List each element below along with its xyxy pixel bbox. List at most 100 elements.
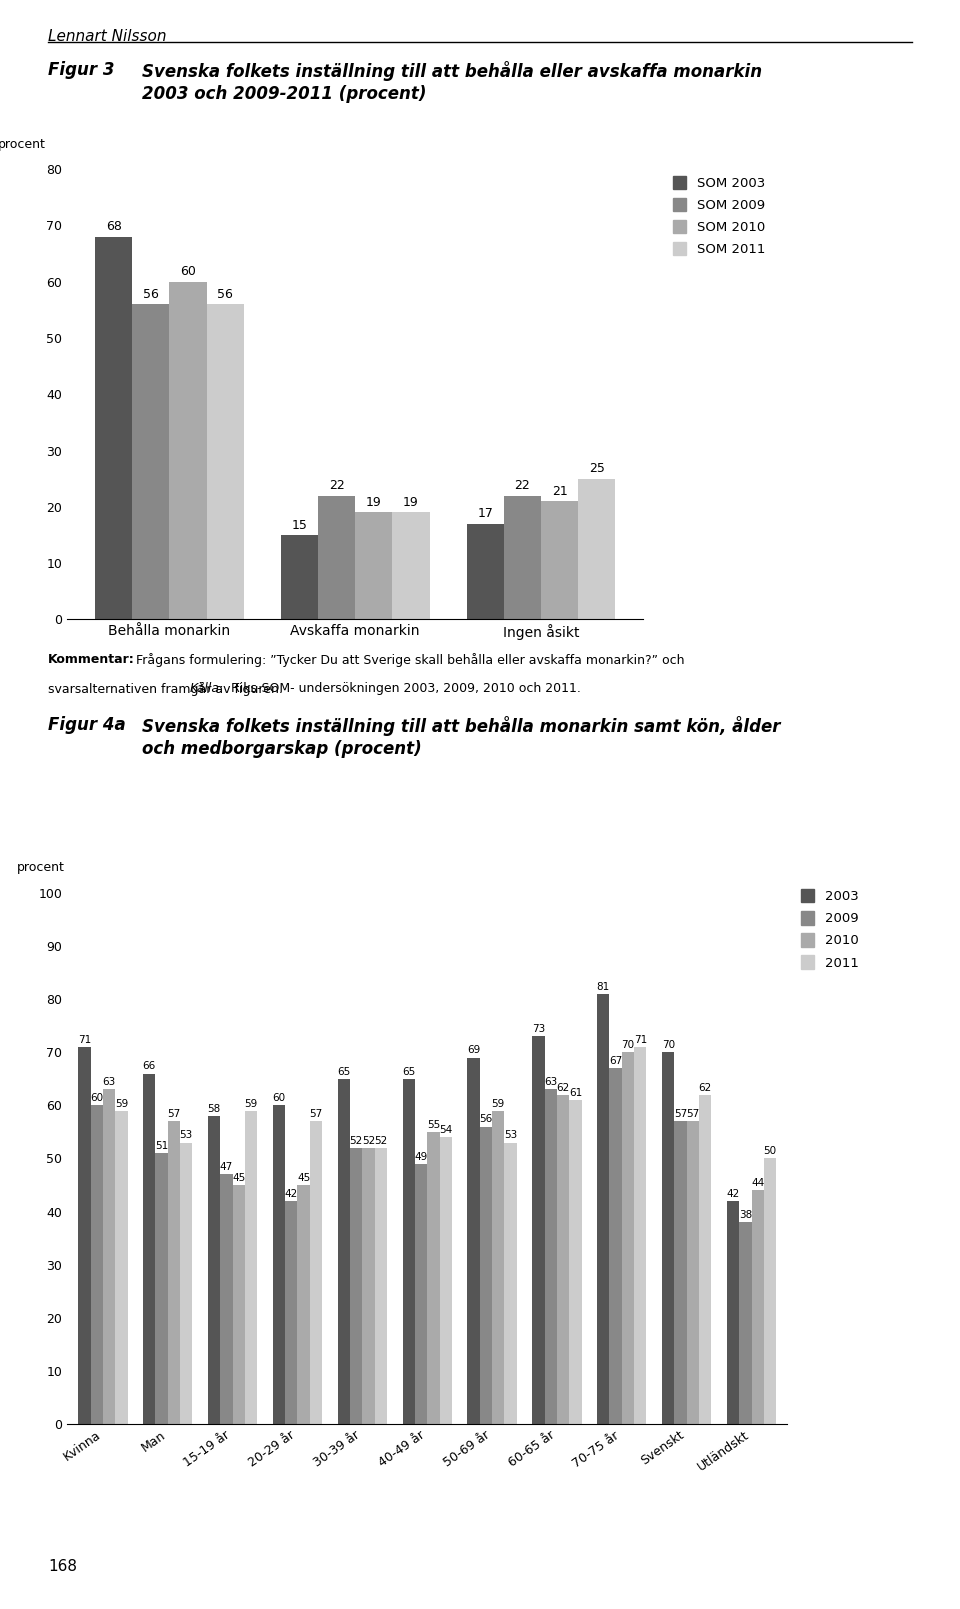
Bar <box>415 1163 427 1424</box>
Text: 71: 71 <box>634 1035 647 1044</box>
Text: Källa:: Källa: <box>190 682 225 695</box>
Bar <box>544 1089 557 1424</box>
Legend: SOM 2003, SOM 2009, SOM 2010, SOM 2011: SOM 2003, SOM 2009, SOM 2010, SOM 2011 <box>673 175 765 256</box>
Bar <box>699 1094 711 1424</box>
Text: 50: 50 <box>763 1146 777 1157</box>
Bar <box>504 1142 516 1424</box>
Bar <box>686 1121 699 1424</box>
Text: 55: 55 <box>427 1120 440 1130</box>
Text: 56: 56 <box>479 1115 492 1125</box>
Bar <box>393 512 429 619</box>
Text: svarsalternativen framgår av figuren.: svarsalternativen framgår av figuren. <box>48 682 287 697</box>
Text: Figur 4a: Figur 4a <box>48 716 126 734</box>
Bar <box>492 1110 504 1424</box>
Bar <box>168 1121 180 1424</box>
Bar <box>355 512 393 619</box>
Bar <box>310 1121 323 1424</box>
Bar <box>90 1105 103 1424</box>
Text: 19: 19 <box>366 496 382 508</box>
Bar <box>132 304 169 619</box>
Text: 44: 44 <box>751 1178 764 1187</box>
Bar <box>610 1068 622 1424</box>
Text: 52: 52 <box>349 1136 363 1146</box>
Bar <box>245 1110 257 1424</box>
Bar <box>95 237 132 619</box>
Bar <box>362 1147 374 1424</box>
Bar <box>532 1036 544 1424</box>
Text: 53: 53 <box>504 1131 517 1141</box>
Text: Kommentar:: Kommentar: <box>48 653 134 666</box>
Text: 22: 22 <box>328 479 345 492</box>
Bar <box>662 1052 674 1424</box>
Text: 56: 56 <box>143 288 158 301</box>
Text: 49: 49 <box>415 1152 427 1162</box>
Bar <box>622 1052 635 1424</box>
Text: 59: 59 <box>245 1099 257 1109</box>
Text: 59: 59 <box>492 1099 505 1109</box>
Text: 60: 60 <box>90 1093 104 1104</box>
Bar <box>468 1057 480 1424</box>
Bar <box>480 1126 492 1424</box>
Bar <box>752 1191 764 1424</box>
Text: Svenska folkets inställning till att behålla eller avskaffa monarkin
2003 och 20: Svenska folkets inställning till att beh… <box>142 61 762 103</box>
Bar <box>232 1184 245 1424</box>
Text: 42: 42 <box>727 1189 739 1199</box>
Text: Frågans formulering: ”Tycker Du att Sverige skall behålla eller avskaffa monarki: Frågans formulering: ”Tycker Du att Sver… <box>132 653 685 668</box>
Text: 45: 45 <box>297 1173 310 1183</box>
Text: 22: 22 <box>515 479 530 492</box>
Bar <box>285 1200 298 1424</box>
Text: 52: 52 <box>362 1136 375 1146</box>
Text: 62: 62 <box>699 1083 711 1093</box>
Text: 25: 25 <box>588 462 605 475</box>
Text: 67: 67 <box>609 1056 622 1067</box>
Text: 61: 61 <box>568 1088 582 1097</box>
Text: 21: 21 <box>552 484 567 497</box>
Bar <box>541 502 578 619</box>
Text: 68: 68 <box>106 220 122 233</box>
Text: 65: 65 <box>337 1067 350 1076</box>
Bar <box>115 1110 128 1424</box>
Bar <box>103 1089 115 1424</box>
Text: 47: 47 <box>220 1162 233 1173</box>
Bar <box>143 1073 156 1424</box>
Text: 65: 65 <box>402 1067 416 1076</box>
Bar <box>169 282 206 619</box>
Bar <box>597 994 610 1424</box>
Bar <box>338 1078 350 1424</box>
Text: 42: 42 <box>285 1189 298 1199</box>
Text: 57: 57 <box>686 1109 700 1120</box>
Bar <box>220 1175 232 1424</box>
Text: 69: 69 <box>467 1046 480 1056</box>
Text: 15: 15 <box>292 518 307 531</box>
Text: 53: 53 <box>180 1131 193 1141</box>
Bar <box>635 1047 646 1424</box>
Bar <box>206 304 244 619</box>
Bar <box>281 536 318 619</box>
Text: 57: 57 <box>674 1109 687 1120</box>
Text: 17: 17 <box>477 507 493 520</box>
Bar <box>156 1154 168 1424</box>
Text: 60: 60 <box>273 1093 285 1104</box>
Text: 51: 51 <box>155 1141 168 1150</box>
Text: 60: 60 <box>180 265 196 278</box>
Text: 38: 38 <box>739 1210 752 1220</box>
Text: 19: 19 <box>403 496 419 508</box>
Bar <box>727 1200 739 1424</box>
Text: Svenska folkets inställning till att behålla monarkin samt kön, ålder
och medbor: Svenska folkets inställning till att beh… <box>142 716 780 758</box>
Bar <box>504 496 541 619</box>
Text: 54: 54 <box>439 1125 452 1134</box>
Bar <box>78 1047 90 1424</box>
Bar <box>569 1101 582 1424</box>
Text: 70: 70 <box>621 1039 635 1051</box>
Text: 57: 57 <box>309 1109 323 1120</box>
Text: 81: 81 <box>597 981 610 991</box>
Bar <box>739 1223 752 1424</box>
Text: 63: 63 <box>544 1078 558 1088</box>
Bar <box>208 1117 220 1424</box>
Text: 57: 57 <box>167 1109 180 1120</box>
Text: 56: 56 <box>217 288 233 301</box>
Bar <box>440 1138 452 1424</box>
Text: 52: 52 <box>374 1136 388 1146</box>
Text: procent: procent <box>0 138 46 151</box>
Bar <box>674 1121 686 1424</box>
